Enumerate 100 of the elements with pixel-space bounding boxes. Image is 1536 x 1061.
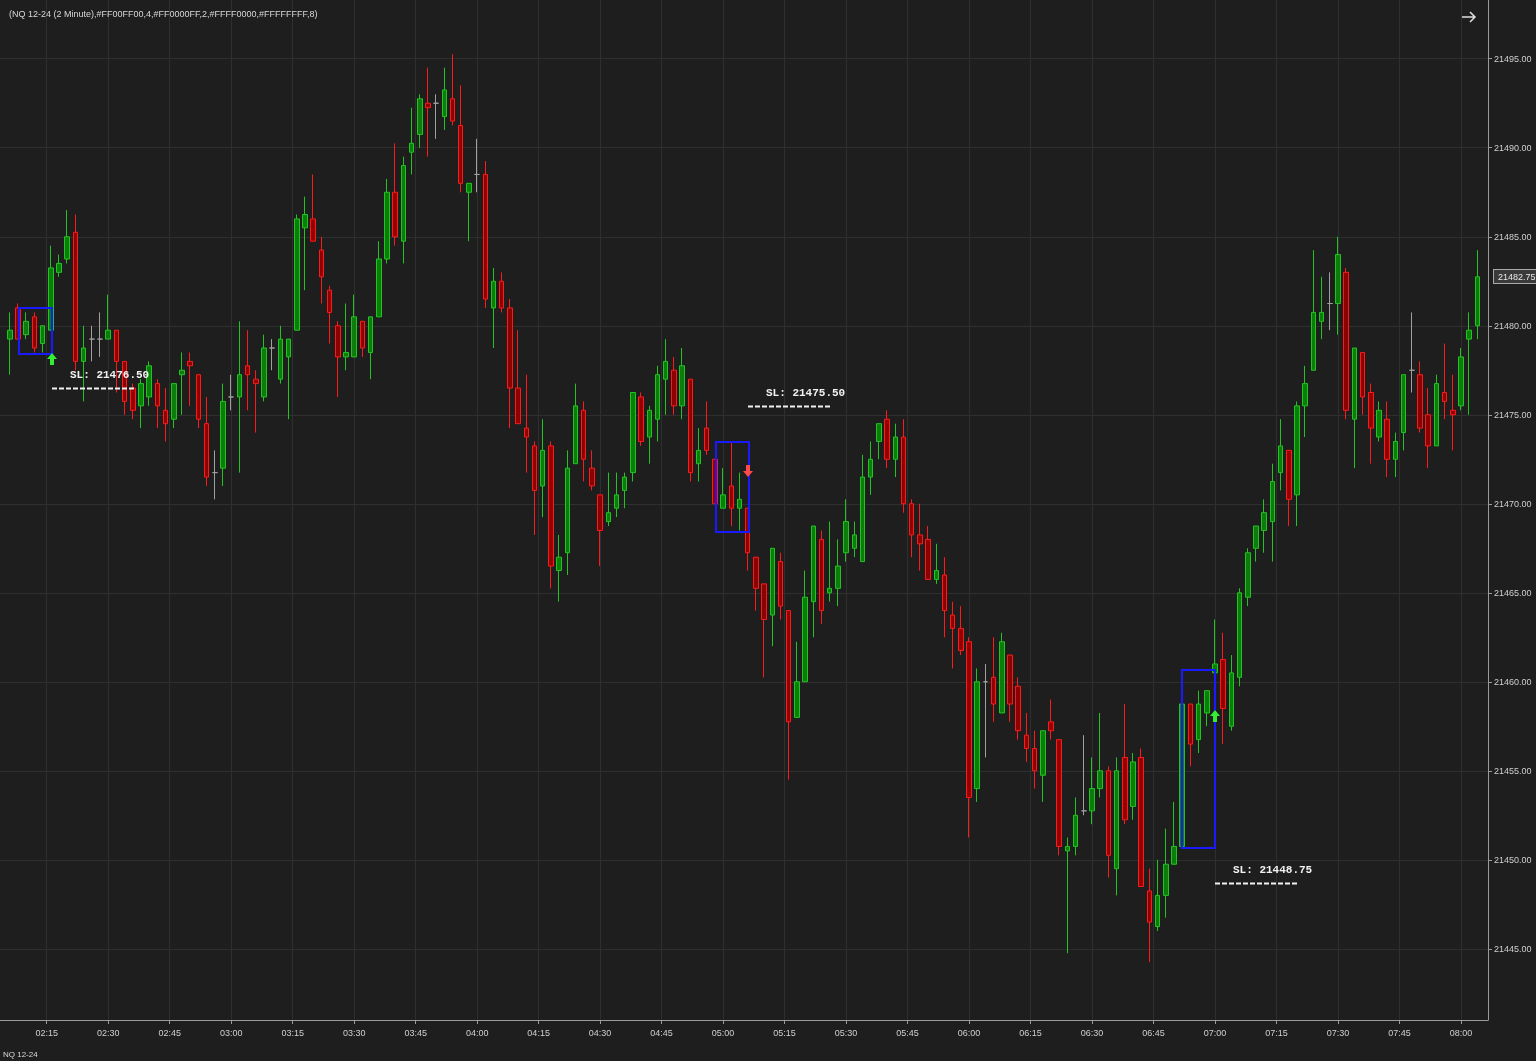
- candlestick: [1286, 449, 1292, 527]
- candlestick: [1458, 347, 1464, 411]
- candlestick: [360, 320, 365, 358]
- candlestick: [220, 383, 226, 487]
- candlestick: [491, 267, 496, 349]
- candlestick: [1352, 347, 1357, 469]
- y-tick-label: 21480.00: [1494, 320, 1532, 331]
- candlestick: [105, 294, 111, 340]
- x-tick-label: 02:45: [158, 1027, 181, 1038]
- candlestick: [286, 338, 291, 420]
- x-tick-label: 06:15: [1019, 1027, 1042, 1038]
- annotation: SL: 21448.75: [1233, 863, 1313, 876]
- candlestick: [450, 53, 455, 126]
- candlestick: [966, 636, 972, 839]
- candlestick: [614, 472, 619, 518]
- x-tick-label: 03:00: [219, 1027, 243, 1038]
- x-tick-label: 07:00: [1203, 1027, 1227, 1038]
- text: (NQ 12-24 (2 Minute),#FF00FF00,4,#FF0000FF,2,#FFFF0000,#FFFFFFFF,8): [9, 8, 318, 19]
- candlestick: [819, 529, 824, 625]
- candlestick: [1368, 383, 1374, 465]
- candlestick: [1442, 343, 1447, 420]
- candlestick: [663, 338, 668, 416]
- candlestick: [958, 605, 964, 656]
- candlestick: [1237, 587, 1242, 687]
- candlestick: [1048, 699, 1054, 741]
- candlestick: [827, 521, 832, 603]
- candlestick: [1138, 748, 1144, 887]
- candlestick: [843, 498, 849, 563]
- x-tick-label: 05:00: [711, 1027, 735, 1038]
- candlestick: [1409, 311, 1415, 394]
- candlestick: [1155, 859, 1160, 932]
- annotation: SL: 21475.50: [766, 386, 846, 399]
- candlestick: [909, 498, 914, 558]
- candlestick: [868, 440, 873, 496]
- candlestick: [1261, 498, 1267, 554]
- candlestick: [302, 196, 308, 291]
- candlestick: [138, 378, 144, 429]
- candlestick: [1229, 654, 1234, 732]
- candlestick: [1245, 547, 1251, 607]
- candlestick: [884, 409, 890, 469]
- candlestick: [343, 303, 349, 371]
- y-tick-label: 21460.00: [1494, 676, 1532, 687]
- candlestick: [351, 294, 357, 358]
- x-tick-label: 02:15: [35, 1027, 58, 1038]
- y-tick-label: 21455.00: [1494, 765, 1532, 776]
- candlestick: [409, 107, 414, 175]
- candlestick: [1335, 236, 1341, 336]
- candlestick: [901, 418, 906, 514]
- candlestick: [319, 236, 324, 305]
- x-tick-label: 03:15: [281, 1027, 304, 1038]
- candlestick: [1065, 837, 1070, 954]
- candlestick: [991, 636, 996, 723]
- x-tick-label: 06:30: [1080, 1027, 1104, 1038]
- candlestick: [171, 383, 177, 429]
- candlestick: [1007, 654, 1013, 723]
- candlestick: [950, 601, 955, 669]
- candlestick: [1220, 632, 1226, 745]
- y-tick-label: 21465.00: [1494, 587, 1532, 598]
- candlestick: [786, 610, 791, 781]
- candlestick: [237, 320, 242, 474]
- y-tick-label: 21450.00: [1494, 854, 1532, 865]
- candlestick: [606, 472, 611, 527]
- x-tick-label: 07:45: [1388, 1027, 1411, 1038]
- candlestick: [925, 525, 931, 580]
- x-tick-label: 08:00: [1449, 1027, 1473, 1038]
- candlestick: [474, 138, 480, 193]
- candlestick: [368, 316, 373, 380]
- x-tick-label: 02:30: [96, 1027, 120, 1038]
- candlestick: [540, 418, 545, 518]
- candlestick: [1434, 374, 1439, 447]
- candlestick: [597, 494, 603, 567]
- x-tick-label: 06:00: [957, 1027, 981, 1038]
- candlestick: [671, 356, 677, 416]
- candlestick: [228, 374, 234, 411]
- candlestick: [753, 556, 759, 612]
- candlestick: [384, 178, 390, 264]
- candlestick: [40, 325, 45, 353]
- candlestick: [893, 423, 898, 478]
- candlestick: [425, 67, 431, 158]
- candlestick: [442, 67, 447, 131]
- candlestick: [212, 449, 218, 500]
- candlestick: [1122, 703, 1128, 825]
- x-tick-label: 03:45: [404, 1027, 427, 1038]
- y-tick-label: 21495.00: [1494, 53, 1532, 64]
- candlestick: [163, 387, 168, 442]
- candlestick: [187, 351, 193, 407]
- candlestick: [1089, 756, 1095, 825]
- candlestick: [130, 383, 136, 420]
- candlestick: [581, 400, 586, 483]
- candlestick: [1015, 676, 1021, 741]
- candlestick: [1024, 712, 1029, 763]
- candlestick: [1196, 690, 1201, 754]
- candlestick: [1032, 730, 1037, 790]
- text: NQ 12-24: [3, 1049, 39, 1059]
- candlestick: [630, 392, 636, 483]
- x-tick-label: 07:30: [1326, 1027, 1350, 1038]
- candlestick: [999, 632, 1005, 714]
- candlestick: [73, 214, 78, 371]
- candlestick: [1311, 249, 1316, 371]
- candlestick: [7, 311, 13, 376]
